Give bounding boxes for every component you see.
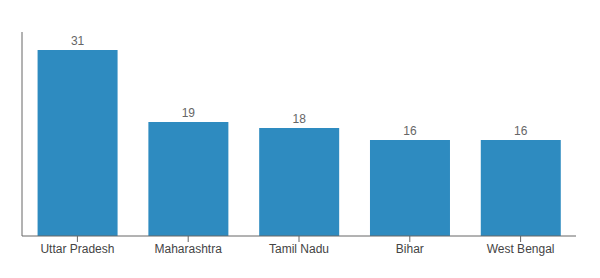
svg-text:Bihar: Bihar <box>396 242 424 256</box>
svg-text:Tamil Nadu: Tamil Nadu <box>269 242 329 256</box>
svg-text:31: 31 <box>71 34 85 48</box>
svg-text:Uttar Pradesh: Uttar Pradesh <box>40 242 114 256</box>
svg-text:18: 18 <box>293 112 307 126</box>
svg-text:West Bengal: West Bengal <box>487 242 555 256</box>
svg-text:16: 16 <box>403 124 417 138</box>
svg-text:19: 19 <box>182 106 196 120</box>
svg-text:Maharashtra: Maharashtra <box>155 242 223 256</box>
svg-text:16: 16 <box>514 124 528 138</box>
